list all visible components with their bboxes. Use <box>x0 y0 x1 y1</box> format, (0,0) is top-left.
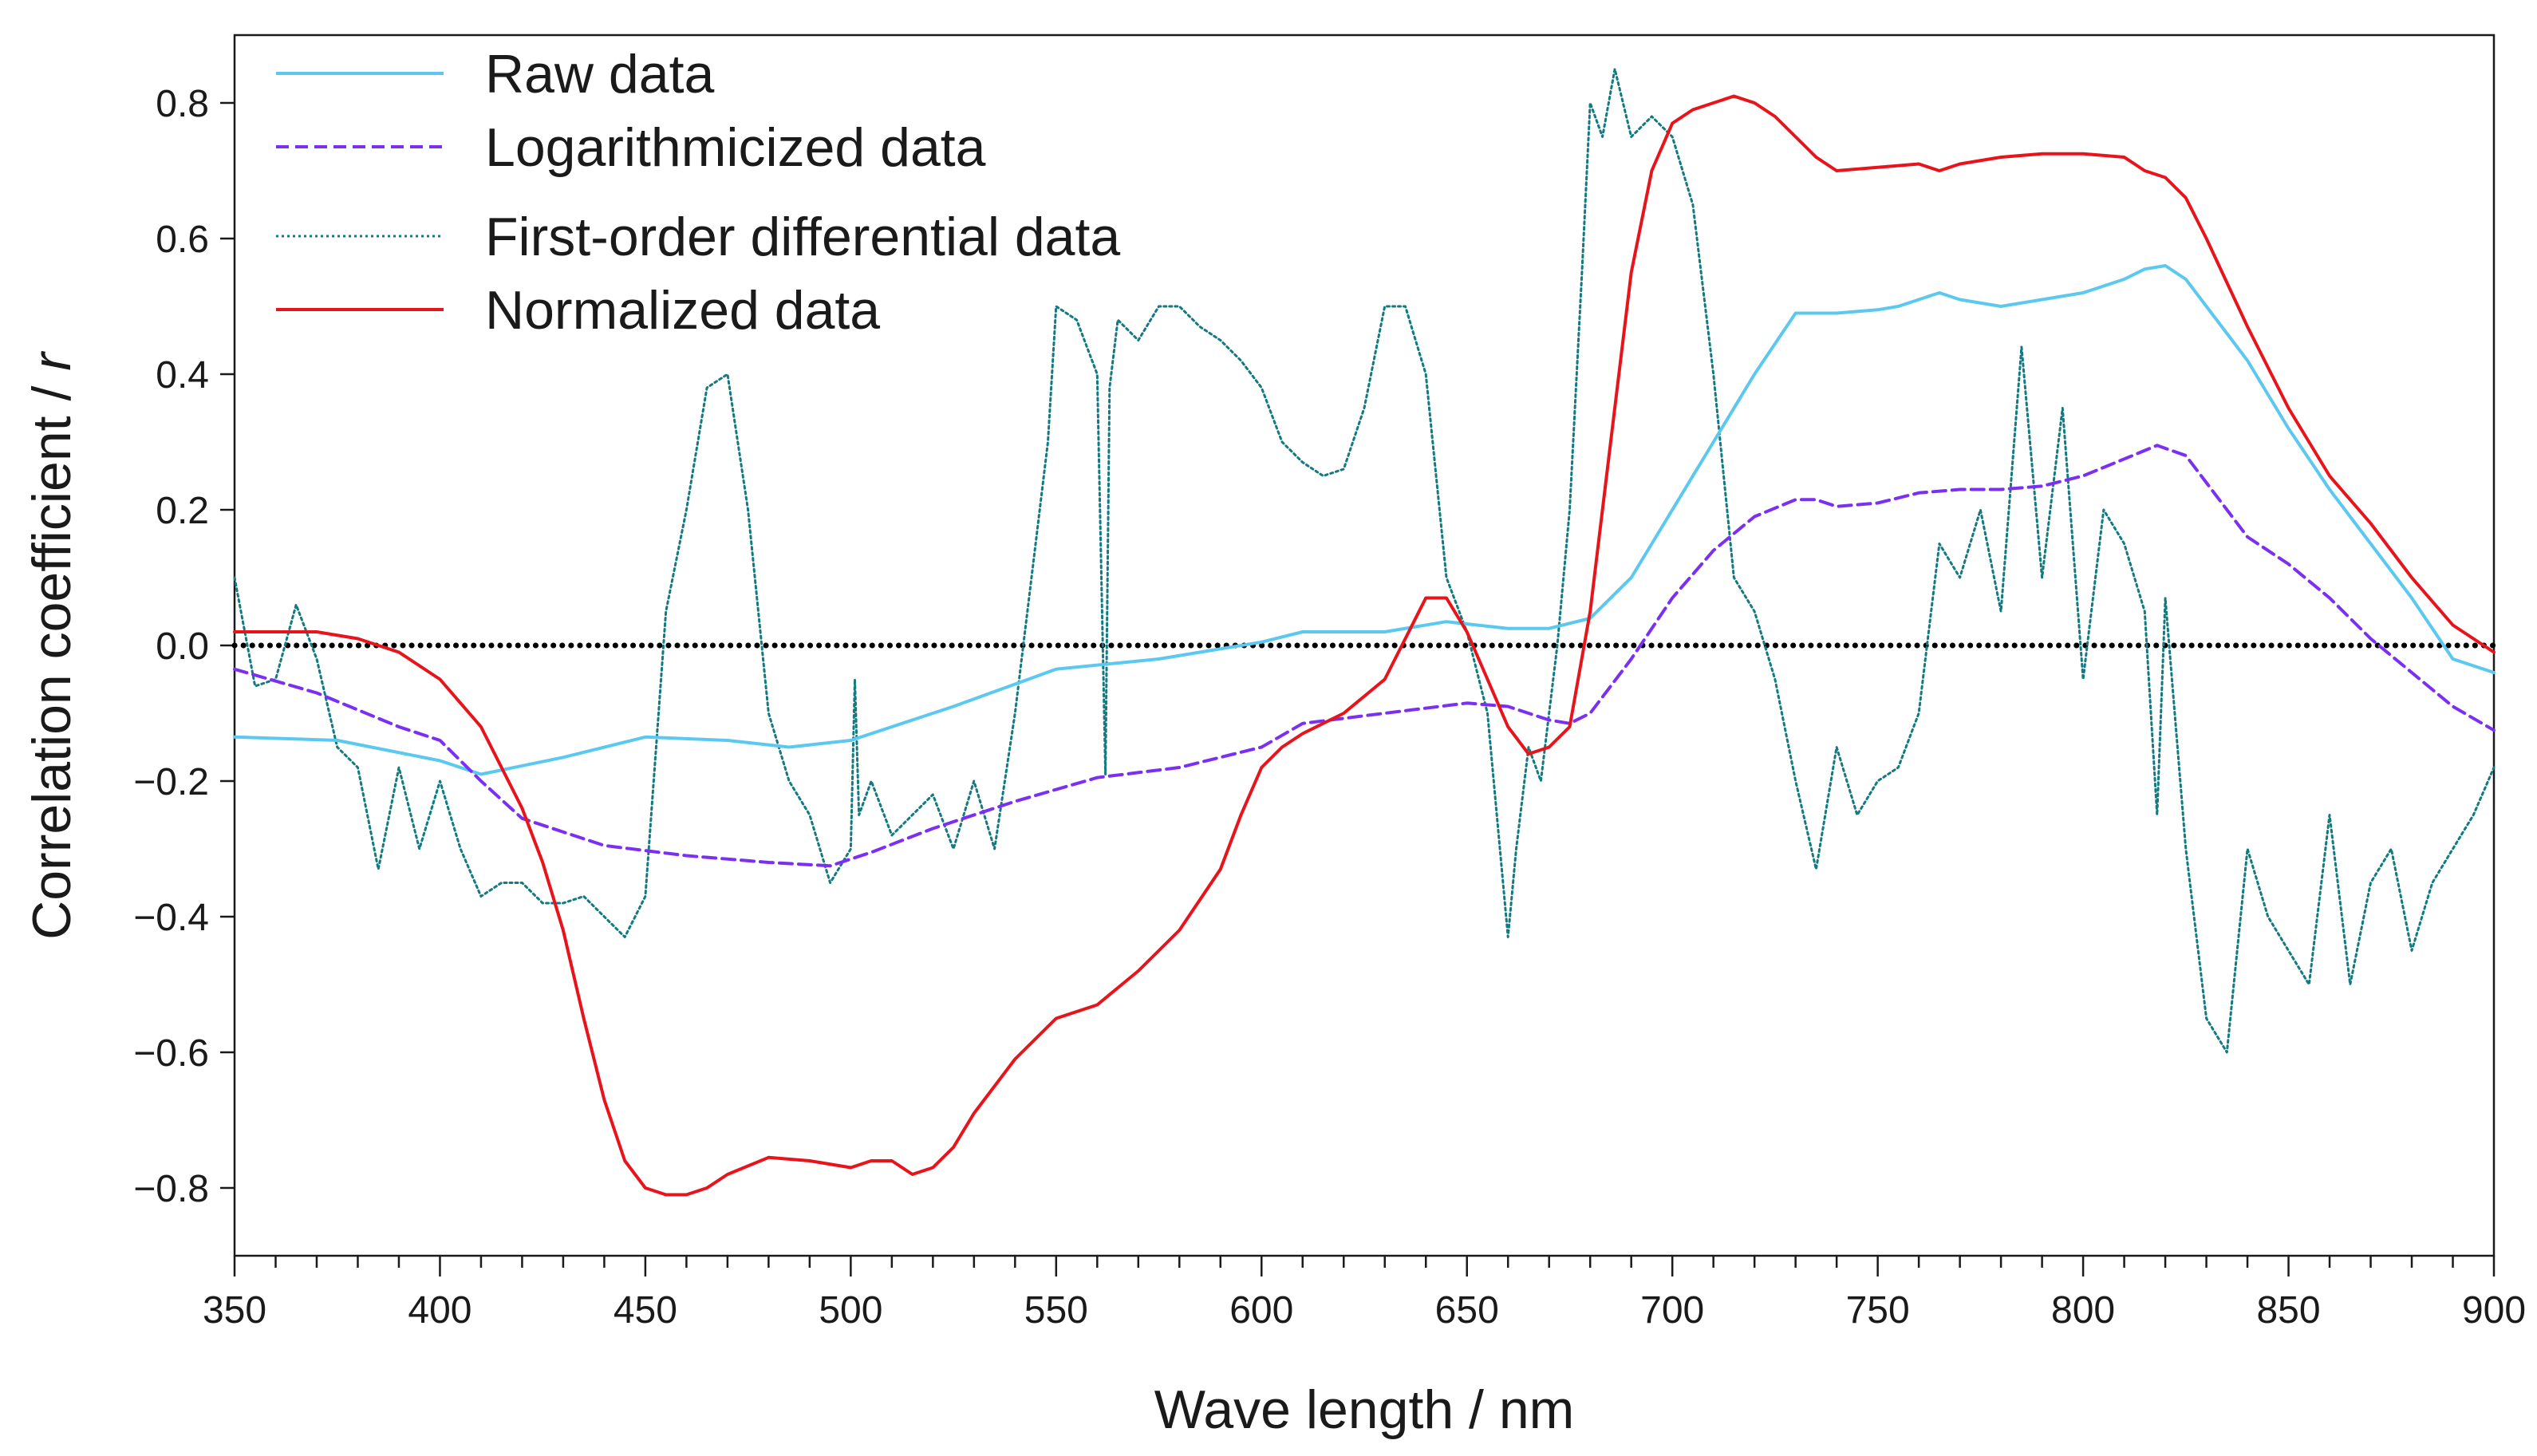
series-line-raw-data <box>233 264 2496 776</box>
x-tick-label: 550 <box>1024 1289 1088 1332</box>
y-axis-title: Correlation coefficient / r <box>22 351 82 940</box>
x-tick-label: 850 <box>2256 1289 2320 1332</box>
legend-label: Logarithmicized data <box>485 117 986 178</box>
x-tick-label: 450 <box>614 1289 677 1332</box>
axis-ticks: 350 400 450 500 550 600 650 700 750 800 850 900 0.8 0… <box>133 83 2526 1332</box>
y-tick-label: 0.4 <box>156 354 209 397</box>
y-tick-label: 0.0 <box>156 625 209 668</box>
y-tick-label: −0.4 <box>133 897 209 939</box>
x-tick-label: 800 <box>2051 1289 2115 1332</box>
y-tick-label: −0.8 <box>133 1168 209 1210</box>
series-line-first-order-differential-data <box>233 68 2496 1054</box>
x-tick-label: 750 <box>1846 1289 1910 1332</box>
series-line-logarithmicized-data <box>233 444 2496 868</box>
legend-label: Raw data <box>485 44 714 105</box>
x-tick-label: 700 <box>1640 1289 1704 1332</box>
y-tick-label: −0.6 <box>133 1032 209 1075</box>
y-axis-title-symbol: r <box>22 351 82 371</box>
x-tick-label: 900 <box>2462 1289 2526 1332</box>
x-tick-label: 350 <box>203 1289 266 1332</box>
y-tick-label: 0.6 <box>156 219 209 261</box>
legend: Raw data Logarithmicized data First-order … <box>276 44 1120 341</box>
x-tick-label: 400 <box>408 1289 471 1332</box>
x-axis-title: Wave length / nm <box>1154 1379 1575 1440</box>
data-series <box>231 68 2497 1197</box>
y-tick-label: 0.2 <box>156 490 209 532</box>
legend-label: First-order differential data <box>485 207 1120 267</box>
x-tick-label: 500 <box>819 1289 882 1332</box>
y-tick-label: −0.2 <box>133 761 209 803</box>
y-axis-title-text: Correlation coefficient / <box>22 371 82 940</box>
x-tick-label: 600 <box>1229 1289 1293 1332</box>
y-tick-label: 0.8 <box>156 83 209 125</box>
legend-label: Normalized data <box>485 280 880 341</box>
x-tick-label: 650 <box>1435 1289 1499 1332</box>
series-line-normalized-data <box>233 94 2496 1197</box>
